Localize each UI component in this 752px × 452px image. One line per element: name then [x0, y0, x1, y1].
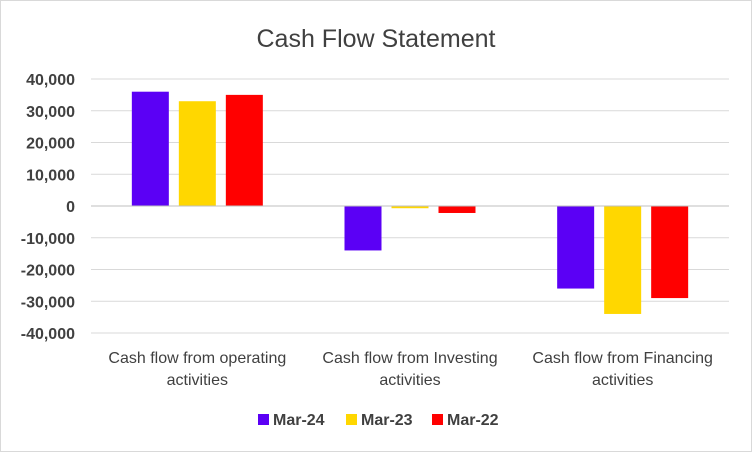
y-tick-label: 10,000	[26, 167, 75, 184]
category-labels: Cash flow from operating activities Cash f…	[108, 350, 713, 389]
bar-mar-24	[344, 206, 382, 251]
y-tick-label: -30,000	[21, 294, 75, 311]
legend: Mar-24 Mar-23 Mar-22	[258, 412, 499, 429]
legend-swatch	[432, 414, 443, 425]
bar-mar-22	[651, 206, 689, 299]
y-axis-ticks: 40,000 30,000 20,000 10,000 0 -10,000 -20,000 -…	[21, 72, 75, 343]
chart-title: Cash Flow Statement	[257, 25, 496, 53]
category-label: activities	[167, 372, 228, 389]
category-label: activities	[379, 372, 440, 389]
category-label: activities	[592, 372, 653, 389]
legend-swatch	[258, 414, 269, 425]
legend-swatch	[346, 414, 357, 425]
y-tick-label: 40,000	[26, 72, 75, 89]
legend-label: Mar-24	[273, 412, 325, 429]
y-tick-label: -20,000	[21, 263, 75, 280]
bar-mar-23	[604, 206, 642, 314]
bar-mar-24	[557, 206, 595, 289]
category-label: Cash flow from operating	[108, 350, 286, 367]
bar-mar-23	[178, 101, 216, 206]
bar-mar-22	[225, 94, 263, 206]
category-label: Cash flow from Investing	[322, 350, 497, 367]
bar-mar-22	[438, 206, 476, 213]
bars	[131, 91, 689, 314]
bar-mar-23	[391, 206, 429, 209]
y-tick-label: -40,000	[21, 326, 75, 343]
bar-mar-24	[131, 91, 169, 206]
legend-label: Mar-22	[447, 412, 499, 429]
y-tick-label: 20,000	[26, 136, 75, 153]
category-label: Cash flow from Financing	[532, 350, 713, 367]
y-tick-label: 30,000	[26, 104, 75, 121]
legend-label: Mar-23	[361, 412, 413, 429]
y-tick-label: -10,000	[21, 231, 75, 248]
y-tick-label: 0	[66, 199, 75, 216]
